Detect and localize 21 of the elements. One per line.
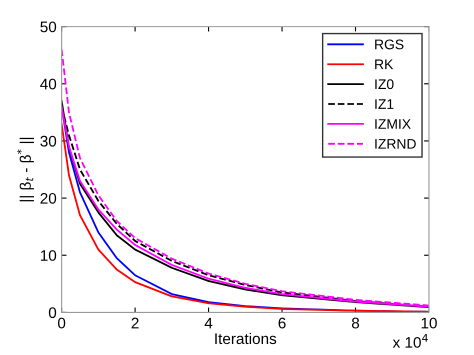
y-tick-label: 40 (40, 78, 56, 90)
x-tick-label: 4 (204, 318, 212, 328)
y-tick-label: 10 (40, 250, 56, 261)
legend-label: RGS (375, 39, 404, 50)
x-tick-label: 2 (132, 318, 139, 328)
x-tick-label: 0 (58, 318, 66, 328)
y-tick-label: 0 (48, 307, 56, 318)
legend-label: IZMIX (375, 119, 411, 129)
text: x 10$^{4}$ (392, 334, 428, 348)
x-tick-label: 8 (352, 318, 360, 328)
legend-label: IZ1 (375, 99, 394, 109)
legend-label: RK (375, 60, 394, 70)
y-tick-label: 30 (40, 136, 56, 147)
y-tick-label: 20 (40, 192, 56, 204)
y-axis-title: || β$_{t}$ - β$^{*}$ || (16, 138, 34, 202)
legend-label: IZRND (375, 139, 416, 149)
legend-label: IZ0 (375, 79, 394, 90)
x-axis-title: Iterations (215, 332, 276, 344)
x-tick-label: 10 (422, 318, 437, 328)
x-tick-label: 6 (278, 318, 286, 328)
y-tick-label: 50 (40, 21, 56, 32)
